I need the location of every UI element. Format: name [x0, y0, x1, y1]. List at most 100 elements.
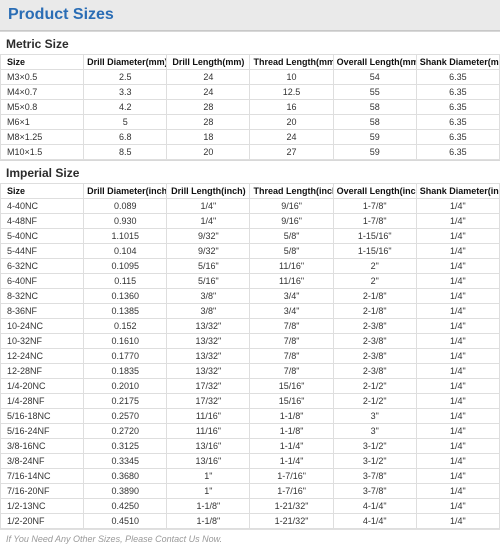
table-row: 10-32NF0.161013/32"7/8"2-3/8"1/4": [1, 334, 500, 349]
table-cell: 10: [250, 70, 333, 85]
table-cell: 3-7/8": [333, 484, 416, 499]
table-row: 12-24NC0.177013/32"7/8"2-3/8"1/4": [1, 349, 500, 364]
table-cell: 6.35: [416, 85, 499, 100]
table-cell: 2-1/2": [333, 379, 416, 394]
table-cell: 5/8": [250, 244, 333, 259]
table-cell: 12-24NC: [1, 349, 84, 364]
table-cell: 6-40NF: [1, 274, 84, 289]
table-cell: 3/8": [167, 289, 250, 304]
table-cell: 58: [333, 115, 416, 130]
table-cell: 13/32": [167, 364, 250, 379]
table-cell: 5/16": [167, 274, 250, 289]
table-cell: 7/8": [250, 334, 333, 349]
table-row: 1/4-28NF0.217517/32"15/16"2-1/2"1/4": [1, 394, 500, 409]
table-cell: 4.2: [84, 100, 167, 115]
table-cell: 15/16": [250, 379, 333, 394]
column-header: Thread Length(mm): [250, 55, 333, 70]
table-cell: 7/8": [250, 349, 333, 364]
table-cell: 1/4": [416, 394, 499, 409]
table-cell: 59: [333, 130, 416, 145]
table-cell: 28: [167, 115, 250, 130]
table-row: 1/4-20NC0.201017/32"15/16"2-1/2"1/4": [1, 379, 500, 394]
table-row: M6×152820586.35: [1, 115, 500, 130]
table-row: 4-48NF0.9301/4"9/16"1-7/8"1/4": [1, 214, 500, 229]
table-cell: 24: [250, 130, 333, 145]
column-header: Drill Length(mm): [167, 55, 250, 70]
table-cell: 12.5: [250, 85, 333, 100]
table-cell: 1-15/16": [333, 244, 416, 259]
table-cell: 5: [84, 115, 167, 130]
table-cell: 1/4": [416, 424, 499, 439]
imperial-table: SizeDrill Diameter(inch)Drill Length(inc…: [0, 183, 500, 529]
table-cell: 5/8": [250, 229, 333, 244]
table-cell: 2-3/8": [333, 319, 416, 334]
table-cell: 7/16-14NC: [1, 469, 84, 484]
table-cell: 5-44NF: [1, 244, 84, 259]
table-cell: 2": [333, 259, 416, 274]
table-cell: 2": [333, 274, 416, 289]
table-cell: 1/4-28NF: [1, 394, 84, 409]
table-cell: 3/8": [167, 304, 250, 319]
table-cell: 6.35: [416, 100, 499, 115]
column-header: Drill Diameter(inch): [84, 184, 167, 199]
column-header: Drill Length(inch): [167, 184, 250, 199]
table-row: 3/8-24NF0.334513/16"1-1/4"3-1/2"1/4": [1, 454, 500, 469]
table-cell: 1-1/8": [250, 424, 333, 439]
table-cell: 5/16-24NF: [1, 424, 84, 439]
column-header: Thread Length(inch): [250, 184, 333, 199]
imperial-section-heading: Imperial Size: [0, 160, 500, 183]
table-cell: 1-1/4": [250, 454, 333, 469]
table-cell: 13/16": [167, 439, 250, 454]
table-row: 12-28NF0.183513/32"7/8"2-3/8"1/4": [1, 364, 500, 379]
table-cell: 10-32NF: [1, 334, 84, 349]
table-cell: 1/4": [416, 454, 499, 469]
table-cell: 1-21/32": [250, 499, 333, 514]
table-cell: 1/4": [416, 439, 499, 454]
table-row: 3/8-16NC0.312513/16"1-1/4"3-1/2"1/4": [1, 439, 500, 454]
table-row: 1/2-13NC0.42501-1/8"1-21/32"4-1/4"1/4": [1, 499, 500, 514]
table-cell: 1-15/16": [333, 229, 416, 244]
table-cell: 17/32": [167, 379, 250, 394]
table-cell: 8-32NC: [1, 289, 84, 304]
table-cell: 27: [250, 145, 333, 160]
table-cell: 1/4": [416, 304, 499, 319]
table-cell: 13/32": [167, 349, 250, 364]
table-cell: 6.35: [416, 145, 499, 160]
table-cell: 11/16": [167, 424, 250, 439]
table-cell: 0.1095: [84, 259, 167, 274]
table-cell: 20: [250, 115, 333, 130]
table-cell: 9/16": [250, 199, 333, 214]
table-cell: 1-1/8": [167, 514, 250, 529]
table-cell: 0.1835: [84, 364, 167, 379]
table-cell: 1-21/32": [250, 514, 333, 529]
table-cell: 18: [167, 130, 250, 145]
table-cell: 4-40NC: [1, 199, 84, 214]
column-header: Drill Diameter(mm): [84, 55, 167, 70]
table-cell: 8-36NF: [1, 304, 84, 319]
table-cell: 4-1/4": [333, 499, 416, 514]
table-row: M5×0.84.22816586.35: [1, 100, 500, 115]
table-cell: 0.3125: [84, 439, 167, 454]
table-cell: 1/4": [416, 199, 499, 214]
table-row: M3×0.52.52410546.35: [1, 70, 500, 85]
table-cell: 2-1/8": [333, 304, 416, 319]
table-cell: 0.4510: [84, 514, 167, 529]
table-cell: M5×0.8: [1, 100, 84, 115]
table-cell: 6-32NC: [1, 259, 84, 274]
table-row: 4-40NC0.0891/4"9/16"1-7/8"1/4": [1, 199, 500, 214]
table-cell: 1/4": [416, 244, 499, 259]
table-cell: 2-1/8": [333, 289, 416, 304]
table-cell: 8.5: [84, 145, 167, 160]
table-row: 7/16-20NF0.38901"1-7/16"3-7/8"1/4": [1, 484, 500, 499]
table-cell: 58: [333, 100, 416, 115]
table-cell: 1/4": [416, 484, 499, 499]
table-cell: 6.35: [416, 115, 499, 130]
table-cell: 3/4": [250, 289, 333, 304]
table-cell: 1/4": [167, 214, 250, 229]
table-row: 5-40NC1.10159/32"5/8"1-15/16"1/4": [1, 229, 500, 244]
table-cell: 10-24NC: [1, 319, 84, 334]
table-cell: 0.104: [84, 244, 167, 259]
table-row: 6-40NF0.1155/16"11/16"2"1/4": [1, 274, 500, 289]
table-cell: 1.1015: [84, 229, 167, 244]
table-cell: 0.2175: [84, 394, 167, 409]
